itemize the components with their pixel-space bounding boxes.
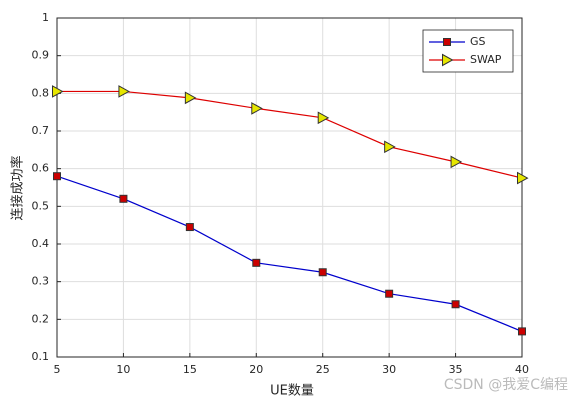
y-tick-label: 0.4 <box>32 237 50 250</box>
y-tick-label: 0.2 <box>32 312 50 325</box>
y-tick-label: 0.8 <box>32 86 50 99</box>
marker <box>52 85 64 98</box>
x-tick-label: 15 <box>183 363 197 376</box>
marker <box>119 194 128 203</box>
y-tick-label: 0.1 <box>32 350 50 363</box>
x-tick-label: 40 <box>515 363 529 376</box>
y-tick-label: 1 <box>42 11 49 24</box>
marker <box>385 289 394 298</box>
marker <box>517 171 529 185</box>
y-tick-label: 0.7 <box>32 124 50 137</box>
marker <box>443 38 451 46</box>
legend-label: GS <box>470 35 486 48</box>
y-tick-label: 0.5 <box>32 199 50 212</box>
marker <box>442 53 454 67</box>
x-tick-label: 10 <box>116 363 130 376</box>
y-tick-label: 0.3 <box>32 275 50 288</box>
marker <box>185 223 194 232</box>
marker <box>53 172 61 181</box>
marker <box>118 85 130 98</box>
marker <box>518 327 526 336</box>
marker <box>251 102 263 115</box>
y-tick-label: 0.6 <box>32 162 50 175</box>
series-line <box>56 175 523 332</box>
y-axis-label: 连接成功率 <box>10 155 26 220</box>
marker <box>317 111 330 125</box>
x-tick-label: 20 <box>249 363 263 376</box>
series-line <box>57 90 523 179</box>
marker <box>318 268 327 277</box>
marker <box>252 258 261 267</box>
x-axis-label: UE数量 <box>270 384 314 399</box>
x-tick-label: 30 <box>382 363 396 376</box>
plot-frame <box>56 17 523 358</box>
marker <box>384 140 396 154</box>
marker <box>184 91 197 105</box>
x-tick-label: 25 <box>316 363 330 376</box>
marker <box>450 155 463 169</box>
watermark: CSDN @我爱C编程 <box>444 377 568 393</box>
legend-box <box>422 29 514 73</box>
marker <box>451 300 460 309</box>
y-tick-label: 0.9 <box>32 49 50 62</box>
x-tick-label: 5 <box>54 363 61 376</box>
x-tick-label: 35 <box>449 363 463 376</box>
legend-label: SWAP <box>470 53 502 66</box>
